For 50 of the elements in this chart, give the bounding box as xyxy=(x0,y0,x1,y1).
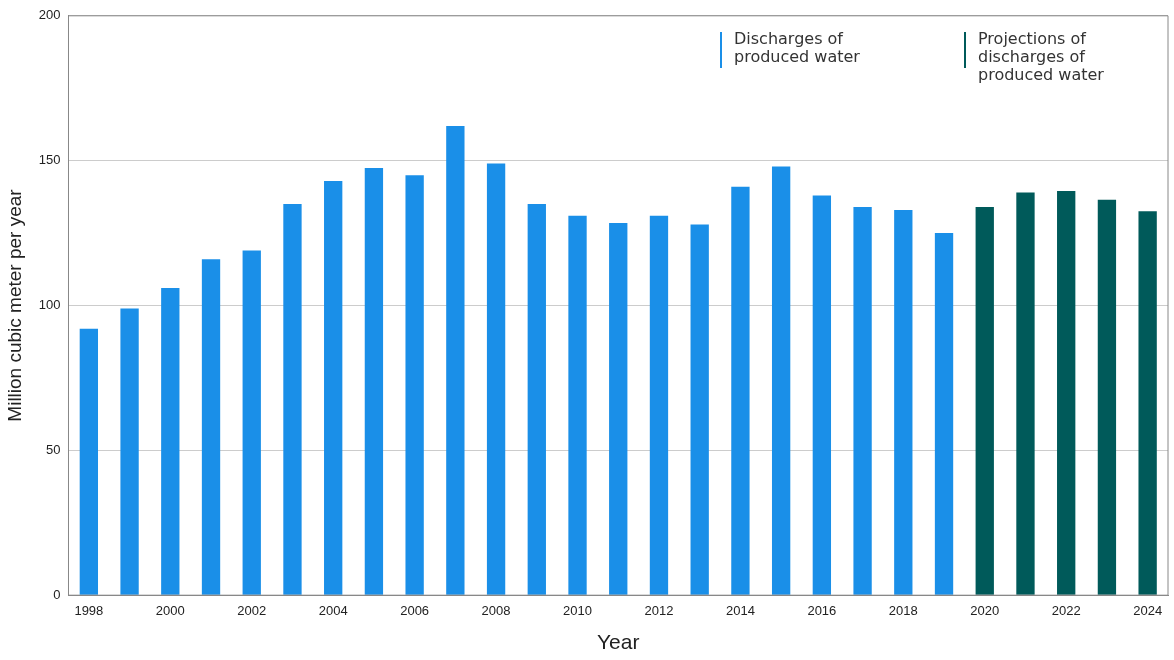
bar xyxy=(364,167,384,595)
bar xyxy=(853,207,872,595)
bar xyxy=(324,180,343,595)
bar xyxy=(527,204,546,595)
bar xyxy=(1016,192,1035,595)
bar xyxy=(242,250,261,595)
x-tick-label: 2008 xyxy=(481,602,511,618)
x-tick-label: 2020 xyxy=(970,602,1000,618)
y-axis-title: Million cubic meter per year xyxy=(3,188,25,422)
bar xyxy=(486,163,506,595)
bar xyxy=(201,259,221,595)
bar xyxy=(894,209,913,595)
y-tick-label: 50 xyxy=(46,441,61,457)
y-tick-label: 100 xyxy=(38,297,61,313)
y-tick-label: 200 xyxy=(38,7,61,23)
x-tick-label: 2018 xyxy=(888,602,918,618)
bar xyxy=(812,195,832,595)
x-tick-label: 2006 xyxy=(400,602,430,618)
x-axis-title: Year xyxy=(597,630,640,654)
bar xyxy=(1057,191,1076,595)
x-tick-label: 2002 xyxy=(237,602,267,618)
bar xyxy=(1097,199,1117,595)
bar xyxy=(771,166,791,595)
bar xyxy=(120,308,139,595)
bar xyxy=(568,215,587,595)
x-tick-label: 2014 xyxy=(725,602,755,618)
y-tick-label: 0 xyxy=(53,586,61,602)
x-tick-label: 2010 xyxy=(563,602,592,618)
x-tick-label: 2012 xyxy=(644,602,674,618)
y-tick-label: 150 xyxy=(38,152,61,168)
bar xyxy=(446,125,465,595)
bar xyxy=(731,186,750,595)
bar xyxy=(934,233,954,595)
x-tick-label: 2000 xyxy=(155,602,185,618)
bar xyxy=(161,288,180,595)
bar xyxy=(1138,211,1157,595)
x-tick-label: 1998 xyxy=(74,602,104,618)
bar xyxy=(690,224,709,595)
bar xyxy=(609,222,628,595)
bar xyxy=(405,175,424,595)
bar xyxy=(79,328,99,595)
bar xyxy=(649,215,669,595)
legend-label: Discharges of produced water xyxy=(734,29,861,66)
bar xyxy=(975,207,994,595)
x-tick-label: 2016 xyxy=(807,602,837,618)
x-tick-label: 2022 xyxy=(1051,602,1081,618)
bar xyxy=(283,204,302,595)
x-tick-label: 2024 xyxy=(1133,602,1163,618)
x-tick-label: 2004 xyxy=(318,602,348,618)
legend-label: Projections of discharges of produced water xyxy=(978,29,1105,84)
